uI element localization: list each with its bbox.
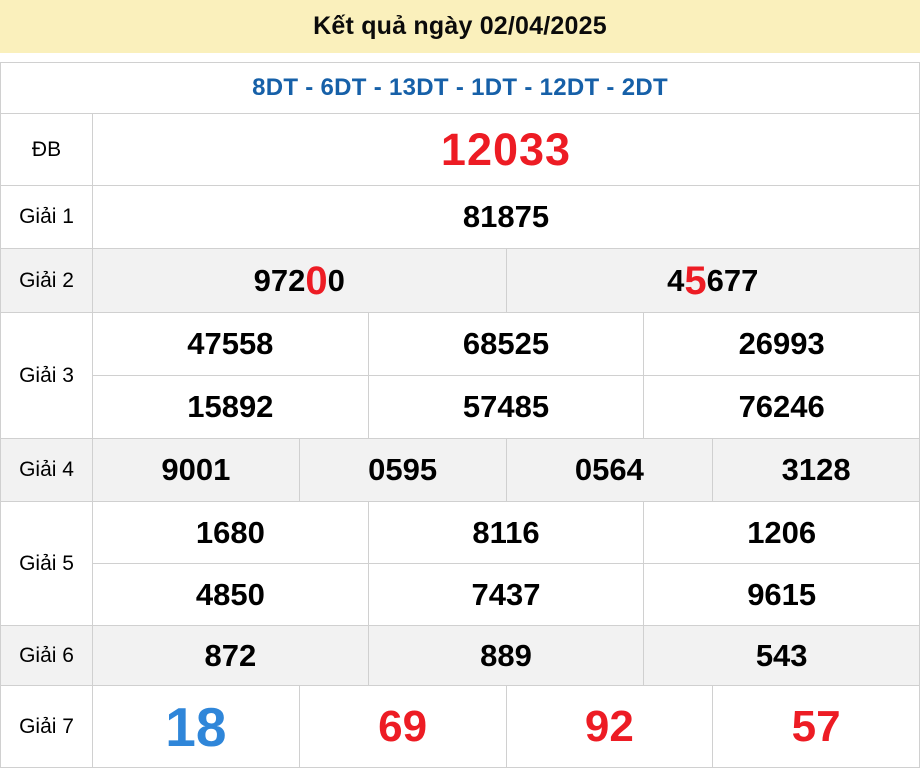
value-segment: 677 [706, 262, 759, 298]
prize-value: 26993 [643, 313, 919, 375]
prize-label-5: Giải 5 [1, 502, 93, 625]
prize-row-5: Giải 5 1680 8116 1206 4850 7437 9615 [1, 502, 919, 626]
prize-value: 9001 [161, 452, 231, 487]
prize-value: 8116 [367, 502, 644, 563]
prize-value: 889 [367, 626, 644, 685]
prize-label-7: Giải 7 [1, 686, 93, 767]
prize-label-db: ĐB [1, 114, 93, 185]
prize-row-4: Giải 4 9001 0595 0564 3128 [1, 439, 919, 502]
prize-row-6: Giải 6 872 889 543 [1, 626, 919, 686]
prize-value: 1680 [195, 514, 265, 550]
prize-value: 9615 [643, 564, 919, 625]
prize-cells-7: 18 69 92 57 [93, 686, 919, 767]
prize-cells-3: 47558 68525 26993 15892 57485 76246 [93, 313, 919, 438]
prize-label-6: Giải 6 [1, 626, 93, 685]
result-date-banner: Kết quả ngày 02/04/2025 [0, 0, 920, 53]
prize-subrow: 1680 8116 1206 [93, 502, 919, 563]
prize-value: 4850 [195, 576, 265, 612]
prize-value: 57485 [367, 376, 644, 438]
prize-cells-4: 9001 0595 0564 3128 [93, 439, 919, 501]
prize-value: 57 [712, 686, 919, 767]
value-segment: 4 [667, 262, 685, 298]
prize-value: 4 5 677 [505, 249, 920, 312]
prize-row-3: Giải 3 47558 68525 26993 15892 57485 762… [1, 313, 919, 439]
prize-row-db: ĐB 12033 [1, 114, 919, 186]
prize-value: 15892 [187, 389, 274, 424]
prize-value: 92 [505, 686, 713, 767]
prize-row-1: Giải 1 81875 [1, 186, 919, 249]
station-codes: 8DT - 6DT - 13DT - 1DT - 12DT - 2DT [252, 74, 668, 101]
prize-value: 47558 [187, 326, 274, 361]
prize-value: 0595 [298, 439, 506, 501]
prize-value: 7437 [367, 564, 644, 625]
prize-value: 81875 [462, 199, 550, 234]
prize-value: 69 [298, 686, 506, 767]
prize-value: 76246 [643, 376, 919, 438]
prize-label-2: Giải 2 [1, 249, 93, 312]
prize-cells-2: 972 0 0 4 5 677 [93, 249, 919, 312]
prize-cells-db: 12033 [93, 114, 919, 185]
prize-cells-5: 1680 8116 1206 4850 7437 9615 [93, 502, 919, 625]
results-table: 8DT - 6DT - 13DT - 1DT - 12DT - 2DT ĐB 1… [0, 62, 920, 768]
prize-cells-1: 81875 [93, 186, 919, 248]
prize-cells-6: 872 889 543 [93, 626, 919, 685]
prize-value-db: 12033 [440, 123, 572, 175]
page-title: Kết quả ngày 02/04/2025 [313, 12, 607, 40]
prize-subrow: 15892 57485 76246 [93, 375, 919, 438]
prize-label-3: Giải 3 [1, 313, 93, 438]
prize-row-2: Giải 2 972 0 0 4 5 677 [1, 249, 919, 313]
prize-value: 0564 [505, 439, 713, 501]
prize-value: 68525 [367, 313, 644, 375]
value-segment: 972 [253, 262, 306, 298]
value-segment: 0 [327, 262, 345, 298]
prize-row-7: Giải 7 18 69 92 57 [1, 686, 919, 767]
prize-value: 872 [204, 637, 257, 673]
prize-subrow: 4850 7437 9615 [93, 563, 919, 625]
prize-value: 3128 [712, 439, 919, 501]
prize-value: 543 [643, 626, 919, 685]
prize-label-4: Giải 4 [1, 439, 93, 501]
prize-value: 972 0 0 [93, 249, 506, 312]
prize-label-1: Giải 1 [1, 186, 93, 248]
prize-subrow: 47558 68525 26993 [93, 313, 919, 375]
station-codes-row: 8DT - 6DT - 13DT - 1DT - 12DT - 2DT [1, 63, 919, 114]
prize-value: 1206 [643, 502, 919, 563]
highlighted-digit: 5 [684, 258, 707, 303]
highlighted-digit: 0 [305, 258, 328, 303]
prize-value-highlight-blue: 18 [165, 695, 227, 758]
